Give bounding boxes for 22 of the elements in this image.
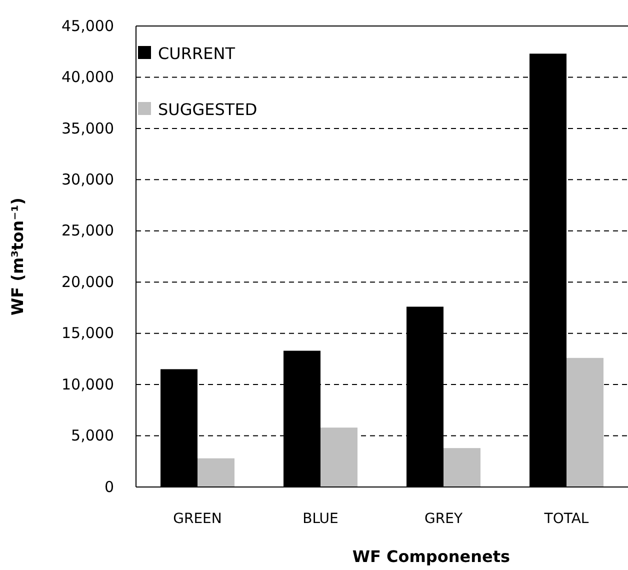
x-tick-label: TOTAL [543,510,589,527]
x-axis-title: WF Componenets [352,547,510,566]
y-tick-label: 25,000 [62,222,114,240]
bar [320,428,358,487]
y-tick-label: 0 [104,478,114,496]
bar [444,448,480,487]
bar [566,358,604,487]
y-tick-label: 5,000 [71,426,114,445]
y-tick-label: 35,000 [62,119,114,138]
y-tick-label: 45,000 [62,16,114,35]
y-tick-label: 40,000 [62,68,114,86]
legend-label: SUGGESTED [158,100,258,119]
y-tick-label: 10,000 [62,375,114,394]
y-tick-label: 20,000 [62,272,114,291]
y-tick-label: 30,000 [62,170,114,188]
x-tick-label: BLUE [302,510,338,527]
x-tick-label: GREY [424,510,463,527]
y-axis-title: WF (m³ton⁻¹) [8,198,27,316]
legend-label: CURRENT [158,44,236,63]
bar [198,458,234,487]
x-tick-label: GREEN [173,510,222,527]
y-tick-label: 15,000 [62,324,114,342]
